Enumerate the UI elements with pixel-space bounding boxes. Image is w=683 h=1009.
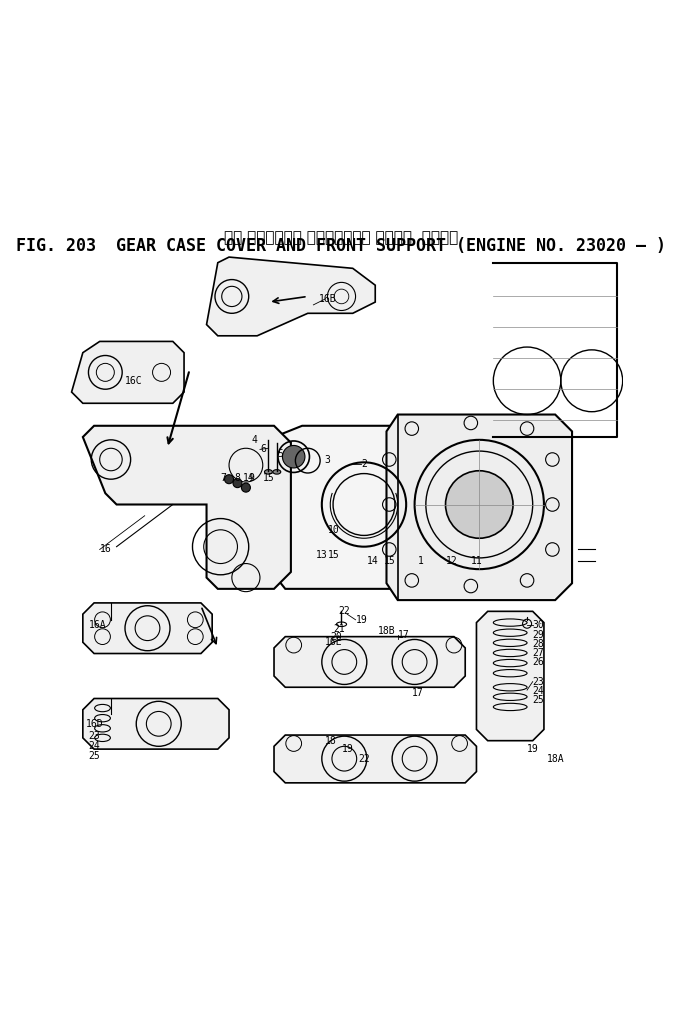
Polygon shape xyxy=(83,603,212,654)
Text: 27: 27 xyxy=(533,648,544,658)
Text: 16A: 16A xyxy=(89,621,106,631)
Text: 22: 22 xyxy=(339,606,350,616)
Polygon shape xyxy=(274,637,465,687)
Polygon shape xyxy=(83,698,229,749)
Text: ギヤ ケースカバー およびフロント サポート  適用号機: ギヤ ケースカバー およびフロント サポート 適用号機 xyxy=(225,230,458,245)
Text: 8: 8 xyxy=(235,472,240,482)
Text: 15: 15 xyxy=(327,550,339,560)
Text: 4: 4 xyxy=(251,435,257,445)
Text: 23: 23 xyxy=(533,677,544,687)
Text: 7: 7 xyxy=(221,472,227,482)
Text: 2: 2 xyxy=(361,459,367,469)
Text: 3: 3 xyxy=(324,454,331,464)
Text: 12: 12 xyxy=(445,556,458,566)
Text: 23: 23 xyxy=(89,732,100,742)
Text: 19: 19 xyxy=(527,744,539,754)
Polygon shape xyxy=(72,341,184,404)
Text: 11: 11 xyxy=(471,556,483,566)
Circle shape xyxy=(241,483,251,492)
Text: 29: 29 xyxy=(533,630,544,640)
Text: 16C: 16C xyxy=(125,375,143,385)
Text: 25: 25 xyxy=(533,695,544,705)
Text: 17: 17 xyxy=(398,630,410,640)
Text: 13: 13 xyxy=(316,550,328,560)
Text: 24: 24 xyxy=(89,742,100,752)
Text: 25: 25 xyxy=(89,752,100,762)
Text: 16: 16 xyxy=(100,545,111,555)
Polygon shape xyxy=(274,735,477,783)
Text: 14: 14 xyxy=(367,556,378,566)
Text: 10: 10 xyxy=(327,525,339,535)
Text: 21: 21 xyxy=(333,625,345,635)
Text: 26: 26 xyxy=(533,657,544,667)
Polygon shape xyxy=(387,415,572,600)
Text: 30: 30 xyxy=(533,621,544,631)
Text: 5: 5 xyxy=(277,449,283,459)
Text: 1: 1 xyxy=(417,556,423,566)
Text: 18B: 18B xyxy=(378,626,395,636)
Polygon shape xyxy=(83,426,291,589)
Text: 20: 20 xyxy=(331,632,342,642)
Polygon shape xyxy=(206,257,375,336)
Text: 18A: 18A xyxy=(547,754,564,764)
Text: 16B: 16B xyxy=(319,295,337,305)
Text: 15: 15 xyxy=(263,472,275,482)
Text: 9: 9 xyxy=(249,472,255,482)
Text: 24: 24 xyxy=(533,686,544,696)
Ellipse shape xyxy=(273,469,281,474)
Text: 22: 22 xyxy=(359,754,370,764)
Circle shape xyxy=(283,445,305,468)
Text: FIG. 203  GEAR CASE COVER AND FRONT SUPPORT (ENGINE NO. 23020 – ): FIG. 203 GEAR CASE COVER AND FRONT SUPPO… xyxy=(16,237,667,255)
Polygon shape xyxy=(477,611,544,741)
Text: 28: 28 xyxy=(533,639,544,649)
Polygon shape xyxy=(263,426,499,589)
Text: 15: 15 xyxy=(384,556,395,566)
Text: 16E: 16E xyxy=(324,638,342,647)
Text: 14: 14 xyxy=(243,472,255,482)
Circle shape xyxy=(233,478,242,487)
Text: 19: 19 xyxy=(342,744,353,754)
Text: 19: 19 xyxy=(356,614,367,625)
Text: 17: 17 xyxy=(412,688,423,698)
Text: 18: 18 xyxy=(324,736,337,746)
Ellipse shape xyxy=(264,469,273,474)
Text: 16D: 16D xyxy=(85,718,103,728)
Text: 6: 6 xyxy=(260,444,266,454)
Circle shape xyxy=(225,474,234,483)
Circle shape xyxy=(445,471,513,538)
